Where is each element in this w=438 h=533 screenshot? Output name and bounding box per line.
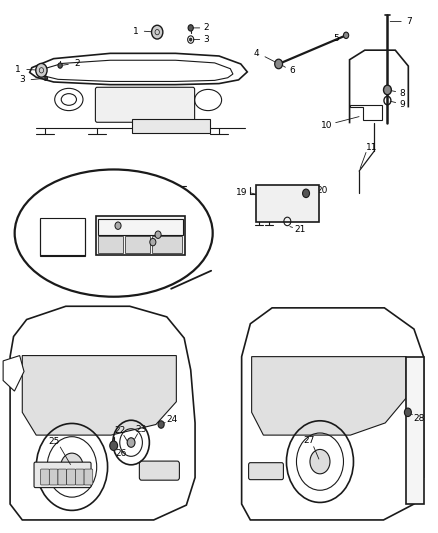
Circle shape — [152, 25, 163, 39]
Text: 4: 4 — [254, 49, 259, 58]
Text: 8: 8 — [400, 89, 406, 98]
Text: 17: 17 — [166, 238, 178, 247]
Text: 7: 7 — [406, 17, 412, 26]
Circle shape — [155, 231, 161, 238]
Ellipse shape — [14, 169, 213, 297]
Circle shape — [36, 63, 47, 77]
Text: 16: 16 — [152, 232, 164, 241]
Text: 19: 19 — [236, 188, 247, 197]
Text: 3: 3 — [19, 75, 25, 84]
Text: 1: 1 — [15, 64, 21, 74]
FancyBboxPatch shape — [84, 469, 93, 485]
FancyBboxPatch shape — [41, 469, 49, 485]
FancyBboxPatch shape — [75, 469, 84, 485]
FancyBboxPatch shape — [255, 185, 319, 222]
Polygon shape — [10, 306, 195, 520]
FancyBboxPatch shape — [99, 236, 123, 253]
Text: 22: 22 — [114, 426, 125, 435]
Polygon shape — [252, 357, 406, 435]
Polygon shape — [30, 53, 247, 85]
Circle shape — [275, 59, 283, 69]
Circle shape — [45, 77, 47, 79]
Circle shape — [150, 238, 156, 246]
FancyBboxPatch shape — [95, 87, 194, 122]
Circle shape — [343, 32, 349, 38]
Text: 18: 18 — [71, 239, 83, 248]
Circle shape — [110, 441, 117, 450]
Circle shape — [127, 438, 135, 447]
Circle shape — [115, 222, 121, 229]
FancyBboxPatch shape — [49, 469, 58, 485]
FancyBboxPatch shape — [125, 236, 150, 253]
FancyBboxPatch shape — [96, 216, 185, 255]
Text: 27: 27 — [304, 437, 315, 446]
Polygon shape — [3, 356, 24, 391]
Text: 20: 20 — [316, 185, 327, 195]
Text: 26: 26 — [115, 449, 127, 458]
FancyBboxPatch shape — [132, 119, 210, 133]
Text: 5: 5 — [333, 34, 339, 43]
Text: 21: 21 — [294, 225, 306, 235]
FancyBboxPatch shape — [152, 236, 182, 253]
Text: 25: 25 — [49, 437, 60, 446]
Text: 11: 11 — [367, 143, 378, 152]
Text: 10: 10 — [321, 121, 333, 130]
Circle shape — [303, 189, 310, 198]
Polygon shape — [22, 356, 177, 435]
Circle shape — [60, 453, 83, 481]
Circle shape — [384, 85, 391, 95]
Circle shape — [189, 38, 192, 41]
Text: 2: 2 — [75, 60, 80, 68]
Text: 23: 23 — [136, 425, 147, 434]
FancyBboxPatch shape — [34, 462, 91, 488]
Circle shape — [158, 421, 164, 428]
Circle shape — [404, 408, 411, 417]
FancyBboxPatch shape — [67, 469, 75, 485]
Text: 2: 2 — [203, 23, 209, 33]
Polygon shape — [406, 357, 424, 504]
Text: 9: 9 — [400, 100, 406, 109]
Text: 6: 6 — [289, 66, 295, 75]
Text: 3: 3 — [203, 35, 209, 44]
Text: 1: 1 — [133, 27, 138, 36]
Circle shape — [310, 449, 330, 474]
Text: 17: 17 — [132, 213, 144, 222]
Circle shape — [58, 63, 62, 68]
Circle shape — [188, 25, 193, 31]
Text: 24: 24 — [166, 415, 178, 424]
FancyBboxPatch shape — [139, 461, 180, 480]
FancyBboxPatch shape — [58, 469, 67, 485]
Text: 28: 28 — [413, 414, 425, 423]
FancyBboxPatch shape — [249, 463, 283, 480]
Polygon shape — [242, 308, 424, 520]
